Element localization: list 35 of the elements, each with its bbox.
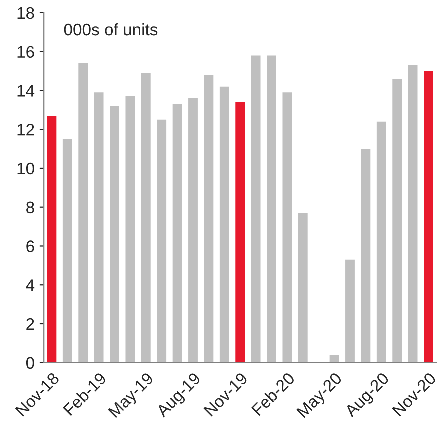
bar bbox=[267, 56, 276, 363]
bar bbox=[126, 96, 136, 363]
bar bbox=[204, 75, 214, 363]
bar bbox=[94, 92, 104, 363]
bar bbox=[251, 56, 261, 363]
bar bbox=[236, 102, 246, 363]
bar bbox=[220, 86, 230, 363]
y-tick-label: 18 bbox=[18, 7, 34, 20]
y-tick-label: 8 bbox=[26, 202, 34, 214]
bar bbox=[346, 260, 355, 363]
y-tick-label: 6 bbox=[26, 240, 34, 252]
bar bbox=[392, 79, 402, 363]
bar bbox=[408, 65, 418, 363]
bar bbox=[172, 104, 182, 363]
bar bbox=[141, 73, 151, 363]
bar bbox=[298, 213, 308, 363]
y-tick-label: 10 bbox=[18, 162, 34, 175]
bar bbox=[157, 120, 167, 363]
bar bbox=[330, 355, 340, 363]
bar bbox=[361, 149, 371, 363]
y-tick-label: 4 bbox=[26, 280, 35, 292]
y-tick-label: 2 bbox=[26, 318, 34, 330]
bar bbox=[424, 71, 434, 363]
bar bbox=[188, 98, 198, 363]
y-tick-label: 14 bbox=[18, 85, 35, 97]
bar bbox=[110, 106, 120, 363]
bar bbox=[376, 122, 386, 363]
annotation: 000s of units bbox=[64, 23, 158, 36]
bar bbox=[282, 92, 292, 363]
bar bbox=[62, 139, 72, 363]
bar bbox=[78, 64, 88, 363]
bar bbox=[47, 116, 57, 363]
y-tick-label: 16 bbox=[18, 46, 34, 58]
y-tick-label: 0 bbox=[26, 357, 34, 370]
y-tick-label: 12 bbox=[18, 124, 34, 136]
